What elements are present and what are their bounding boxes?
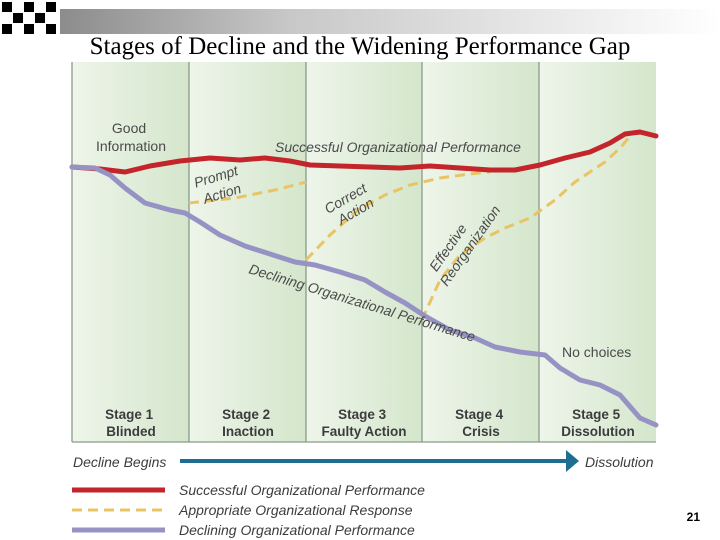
timeline-end-label: Dissolution [585,454,654,470]
successful-performance-line [69,129,659,175]
stage-2-label: Stage 2 Inaction [222,407,274,439]
page-number: 21 [686,510,700,524]
prompt-action-label: Prompt Action [192,161,249,208]
good-information-label: Good Information [96,120,166,154]
legend-label-appropriate: Appropriate Organizational Response [178,502,413,518]
stage-3-label: Stage 3 Faulty Action [321,407,406,439]
response-line-stage2 [188,180,307,205]
legend: Successful Organizational Performance Ap… [72,482,425,538]
timeline: Decline Begins Dissolution [73,450,654,472]
slide-title: Stages of Decline and the Widening Perfo… [89,33,631,60]
stage-1-label: Stage 1 Blinded [105,407,157,439]
successful-performance-label: Successful Organizational Performance [275,139,521,155]
appropriate-response-lines [188,133,634,321]
no-choices-label: No choices [562,344,631,360]
declining-performance-line [69,164,659,428]
legend-label-declining: Declining Organizational Performance [179,522,415,538]
response-line-stage4 [420,133,634,321]
legend-label-successful: Successful Organizational Performance [179,482,425,498]
stage-panels [71,62,656,443]
response-line-stage3 [304,170,491,262]
stage-5-label: Stage 5 Dissolution [561,407,635,439]
timeline-start-label: Decline Begins [73,454,166,470]
timeline-arrow-head [566,450,579,472]
stage-4-label: Stage 4 Crisis [455,407,507,439]
stage-labels: Stage 1 Blinded Stage 2 Inaction Stage 3… [105,407,635,439]
title-decoration [2,2,720,34]
